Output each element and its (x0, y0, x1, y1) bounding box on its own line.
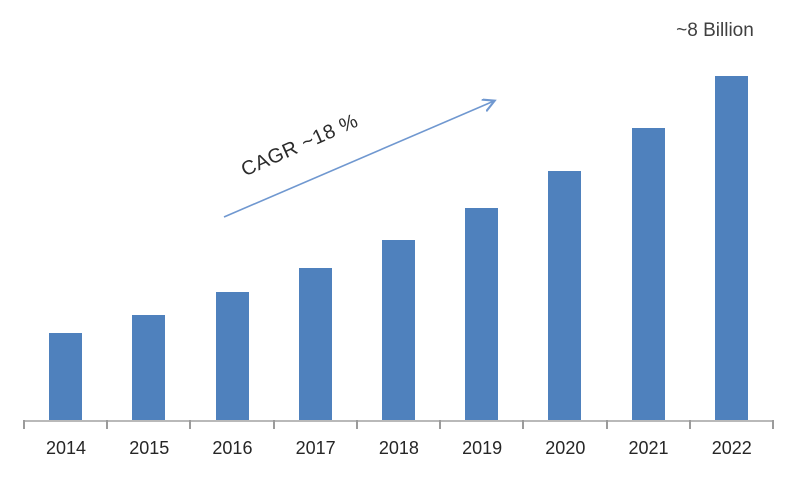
bar-2016 (215, 292, 249, 421)
x-axis-label-2019: 2019 (462, 438, 503, 458)
x-axis-label-2017: 2017 (295, 438, 336, 458)
x-axis-label-2014: 2014 (45, 438, 87, 458)
bar-2021 (631, 128, 665, 421)
x-axis-tick (356, 420, 358, 429)
x-axis-tick (522, 420, 524, 429)
x-axis-tick (273, 420, 275, 429)
x-axis (23, 420, 774, 422)
x-axis-label-2020: 2020 (545, 438, 586, 458)
max-value-label: ~8 Billion (676, 20, 754, 41)
x-axis-tick (606, 420, 608, 429)
x-axis-tick (106, 420, 108, 429)
x-axis-label-2016: 2016 (212, 438, 253, 458)
bar-2015 (132, 315, 166, 421)
bar-2022 (714, 76, 748, 421)
x-axis-tick (189, 420, 191, 429)
cagr-label: CAGR ~18 % (237, 109, 362, 182)
x-axis-label-2018: 2018 (378, 438, 419, 458)
bar-2020 (548, 171, 582, 421)
x-axis-label-2022: 2022 (711, 438, 752, 458)
bar-2017 (298, 268, 332, 421)
bar-2018 (382, 240, 415, 421)
x-axis-tick (689, 420, 691, 429)
x-axis-tick (439, 420, 441, 429)
x-axis-label-2015: 2015 (129, 438, 170, 458)
x-axis-tick (23, 420, 25, 429)
bar-2014 (49, 333, 83, 421)
x-axis-tick (772, 420, 774, 429)
x-axis-label-2021: 2021 (628, 438, 669, 458)
bar-2019 (465, 208, 499, 421)
